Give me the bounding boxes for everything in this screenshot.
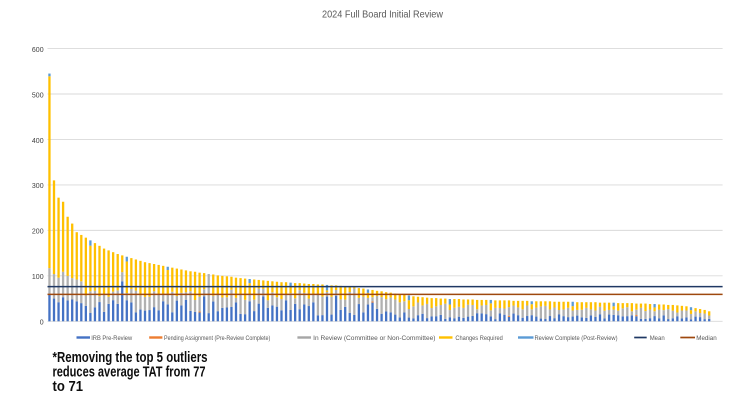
svg-text:0: 0 <box>40 320 44 327</box>
svg-text:200: 200 <box>32 229 44 236</box>
svg-text:Review Complete (Post-Review): Review Complete (Post-Review) <box>535 335 618 342</box>
svg-text:to 71: to 71 <box>53 378 84 395</box>
svg-text:300: 300 <box>32 183 44 190</box>
svg-text:reduces average TAT from 77: reduces average TAT from 77 <box>53 364 206 381</box>
svg-text:Mean: Mean <box>650 335 665 342</box>
svg-text:Median: Median <box>696 335 717 342</box>
svg-text:*Removing the top 5 outliers: *Removing the top 5 outliers <box>53 349 208 366</box>
svg-text:Pending Assignment (Pre-Review: Pending Assignment (Pre-Review Complete) <box>164 335 270 342</box>
svg-text:100: 100 <box>32 274 44 281</box>
svg-text:500: 500 <box>32 92 44 99</box>
svg-text:In Review (Committee or Non-Co: In Review (Committee or Non-Committee) <box>313 335 435 342</box>
svg-text:600: 600 <box>32 47 44 54</box>
svg-text:IRB Pre-Review: IRB Pre-Review <box>91 335 132 342</box>
svg-text:400: 400 <box>32 138 44 145</box>
svg-text:Changes Required: Changes Required <box>455 335 503 342</box>
svg-text:2024 Full Board Initial Review: 2024 Full Board Initial Review <box>322 8 443 20</box>
